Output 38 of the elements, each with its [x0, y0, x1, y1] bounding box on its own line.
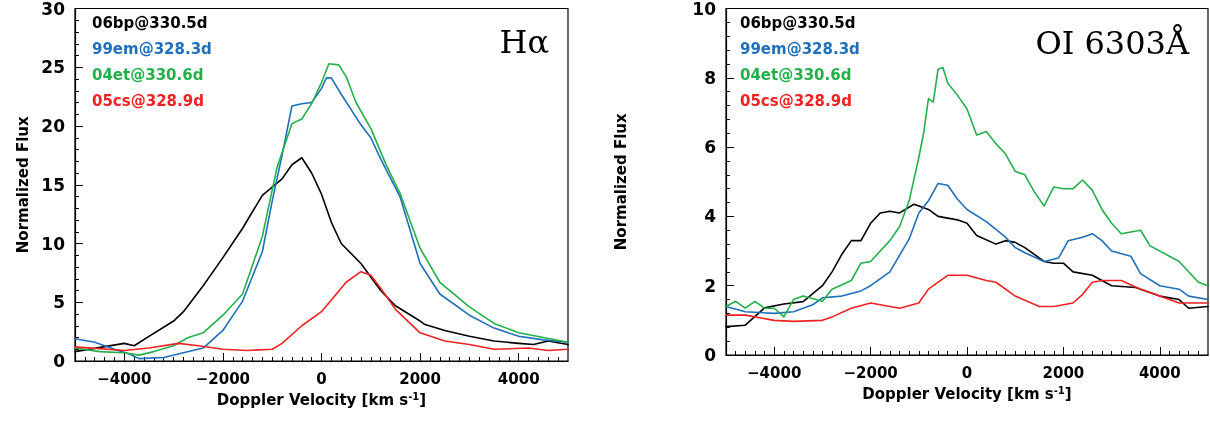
text: OI 6303Å [1035, 24, 1190, 62]
x-tick-label: 4000 [1138, 363, 1181, 382]
y-tick-label: 2 [704, 275, 716, 296]
y-axis-title: Normalized Flux [13, 115, 32, 254]
x-tick-label: −4000 [747, 363, 802, 382]
y-tick-label: 8 [704, 67, 716, 88]
y-tick-label: 6 [704, 137, 716, 158]
text: 05cs@328.9d [92, 91, 204, 110]
text: Hα [499, 23, 549, 61]
x-tick-label: −4000 [97, 369, 152, 388]
line-series [725, 66, 1209, 318]
text: 04et@330.6d [92, 65, 204, 84]
line-series [74, 270, 569, 352]
line-series [725, 182, 1209, 315]
y-tick-label: 15 [41, 174, 65, 195]
y-tick-label: 10 [692, 0, 717, 19]
y-tick-label: 5 [53, 292, 65, 313]
x-tick-label: −2000 [195, 369, 251, 388]
x-tick-label: −2000 [843, 363, 898, 382]
line-series [725, 274, 1209, 323]
y-tick-label: 4 [704, 206, 717, 227]
x-tick-label: 2000 [399, 369, 441, 388]
text: 05cs@328.9d [740, 91, 852, 110]
x-tick-label: 0 [316, 369, 327, 388]
y-tick-label: 10 [41, 233, 66, 254]
text: 06bp@330.5d [740, 13, 856, 32]
y-tick-label: 20 [41, 116, 66, 136]
y-axis-title: Normalized Flux [611, 112, 630, 251]
y-tick-label: 25 [41, 57, 65, 78]
x-tick-label: 0 [961, 363, 973, 382]
y-tick-label: 0 [704, 345, 717, 365]
y-tick-label: 30 [41, 0, 66, 19]
x-tick-label: 2000 [1042, 363, 1085, 382]
text: 99em@328.3d [92, 39, 212, 58]
text: 04et@330.6d [740, 65, 852, 84]
text: 06bp@330.5d [92, 13, 208, 32]
x-tick-label: 4000 [497, 369, 540, 388]
text: 99em@328.3d [740, 39, 860, 58]
